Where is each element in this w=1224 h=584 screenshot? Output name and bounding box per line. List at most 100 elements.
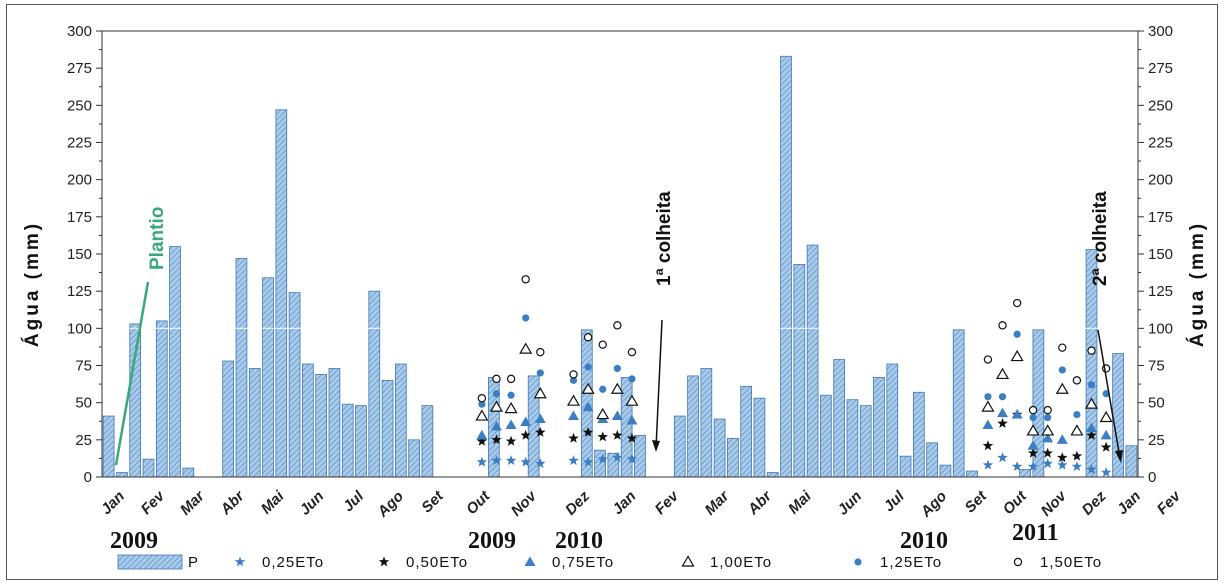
x-month-label: Fev bbox=[138, 487, 169, 518]
point-150eto bbox=[1012, 298, 1022, 308]
bar-precipitation bbox=[833, 359, 845, 478]
x-month-label: Jun bbox=[834, 488, 865, 519]
y-tick-label-right: 150 bbox=[1148, 246, 1173, 263]
point-150eto bbox=[998, 321, 1007, 330]
colheita2-arrow bbox=[1097, 329, 1121, 459]
y-tick-label-right: 200 bbox=[1148, 172, 1173, 189]
point-100eto bbox=[566, 394, 581, 406]
y-tick-label-right: 275 bbox=[1148, 60, 1173, 77]
point-125eto bbox=[628, 375, 636, 383]
point-050eto bbox=[1086, 429, 1097, 440]
bar-precipitation bbox=[381, 379, 394, 478]
y-tick-label-right: 0 bbox=[1148, 469, 1156, 486]
x-year-label: 2010 bbox=[555, 528, 603, 554]
point-100eto bbox=[995, 367, 1010, 380]
y-tick-label-left: 175 bbox=[67, 209, 92, 226]
y-tick-label-right: 125 bbox=[1148, 283, 1173, 300]
point-100eto bbox=[1070, 424, 1084, 436]
point-025eto bbox=[1057, 459, 1068, 470]
legend-marker-3 bbox=[524, 556, 536, 566]
x-month-label: Jul bbox=[880, 487, 908, 515]
point-125eto bbox=[1029, 413, 1037, 422]
y-tick-label-left: 200 bbox=[67, 172, 92, 189]
point-100eto bbox=[1026, 424, 1040, 436]
y-tick-label-left: 275 bbox=[67, 60, 92, 77]
point-100eto bbox=[596, 407, 610, 420]
point-125eto bbox=[522, 314, 530, 322]
point-100eto bbox=[1099, 410, 1113, 423]
point-075eto bbox=[1027, 440, 1039, 450]
point-075eto bbox=[582, 401, 594, 412]
point-100eto bbox=[581, 382, 595, 394]
point-075eto bbox=[997, 407, 1009, 418]
point-100eto bbox=[489, 400, 504, 412]
point-150eto bbox=[598, 340, 607, 349]
point-050eto bbox=[1071, 450, 1083, 461]
bar-precipitation bbox=[341, 403, 354, 478]
point-050eto bbox=[612, 429, 623, 440]
point-025eto bbox=[1027, 461, 1039, 471]
bar-precipitation bbox=[873, 376, 885, 478]
bar-precipitation bbox=[753, 397, 766, 478]
point-050eto bbox=[476, 435, 488, 446]
bar-precipitation bbox=[262, 277, 274, 478]
point-075eto bbox=[1011, 409, 1023, 419]
point-025eto bbox=[535, 458, 546, 469]
bar-precipitation bbox=[766, 472, 779, 478]
point-150eto bbox=[477, 394, 487, 403]
y-tick-label-left: 225 bbox=[67, 135, 92, 152]
bar-precipitation bbox=[899, 455, 912, 478]
point-025eto bbox=[982, 459, 994, 470]
x-month-label: Jan bbox=[1114, 488, 1144, 518]
x-month-label: Jan bbox=[609, 488, 639, 518]
point-075eto bbox=[490, 420, 502, 431]
point-075eto bbox=[505, 419, 517, 429]
x-month-label: Jul bbox=[340, 487, 368, 515]
y-tick-label-left: 0 bbox=[84, 469, 92, 486]
plantio-arrow bbox=[114, 281, 150, 466]
x-year-label: 2009 bbox=[468, 528, 516, 554]
x-year-label: 2009 bbox=[110, 528, 158, 554]
point-125eto bbox=[569, 376, 578, 384]
x-month-label: Abr bbox=[744, 487, 776, 519]
x-month-label: Out bbox=[463, 487, 494, 518]
bar-precipitation bbox=[820, 394, 832, 478]
x-month-label: Fev bbox=[1154, 487, 1185, 518]
point-100eto bbox=[504, 401, 518, 414]
bar-precipitation bbox=[673, 415, 686, 478]
bar-precipitation bbox=[408, 439, 420, 478]
bar-precipitation bbox=[793, 264, 806, 478]
y-axis-title-right: Água (mm) bbox=[1186, 221, 1208, 347]
x-month-label: Out bbox=[1000, 487, 1031, 518]
point-075eto bbox=[534, 413, 546, 424]
point-050eto bbox=[997, 418, 1008, 428]
point-125eto bbox=[984, 393, 992, 401]
bar-precipitation bbox=[926, 442, 938, 478]
bar-precipitation bbox=[580, 329, 593, 478]
point-100eto bbox=[610, 382, 624, 394]
bar-precipitation bbox=[846, 399, 859, 478]
legend-marker-5 bbox=[854, 558, 862, 566]
point-100eto bbox=[1055, 382, 1069, 394]
bar-precipitation bbox=[142, 458, 155, 478]
point-050eto bbox=[1027, 447, 1039, 458]
x-month-label: Jan bbox=[98, 488, 128, 518]
x-month-label: Mar bbox=[702, 487, 734, 519]
x-year-label: 2010 bbox=[900, 528, 948, 554]
bar-precipitation bbox=[886, 363, 899, 478]
point-075eto bbox=[1100, 429, 1112, 440]
point-100eto bbox=[1010, 349, 1024, 362]
point-025eto bbox=[612, 452, 623, 463]
point-050eto bbox=[491, 434, 502, 445]
point-050eto bbox=[1042, 447, 1053, 458]
bar-precipitation bbox=[966, 470, 978, 478]
point-125eto bbox=[1073, 410, 1081, 419]
point-075eto bbox=[982, 419, 994, 429]
point-075eto bbox=[568, 410, 580, 421]
x-month-label: Mai bbox=[785, 487, 815, 517]
bar-precipitation bbox=[328, 368, 341, 478]
x-month-label: Set bbox=[962, 487, 991, 516]
bar-precipitation bbox=[740, 385, 753, 478]
point-125eto bbox=[478, 400, 486, 408]
legend-label: 0,50ETo bbox=[406, 554, 468, 571]
